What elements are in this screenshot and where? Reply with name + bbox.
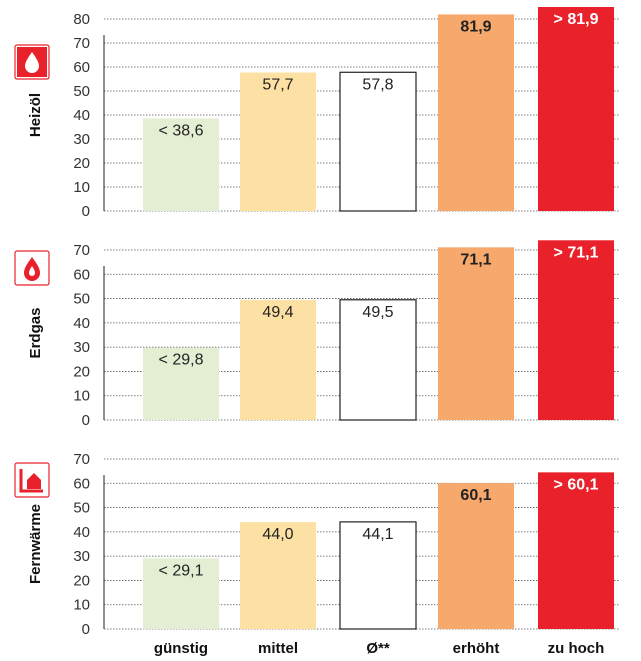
y-tick-label: 60 (73, 475, 90, 492)
y-tick-label: 0 (82, 621, 90, 638)
y-tick-label: 30 (73, 548, 90, 565)
y-tick-label: 10 (73, 597, 90, 614)
y-tick-label: 10 (73, 388, 90, 405)
x-category-label: Ø** (366, 640, 390, 657)
bar (240, 300, 316, 420)
chart-panel-1: 0 10 20 30 40 50 60 70 < 29,8 49,4 49,5 71,1 > 71,1 E… (14, 240, 620, 429)
house-shape (27, 473, 41, 489)
y-tick-label: 70 (73, 451, 90, 468)
bar (143, 118, 219, 211)
bar-value-label: 44,0 (262, 526, 293, 543)
bar (538, 240, 614, 420)
bar-value-label: > 81,9 (554, 11, 599, 28)
bar (538, 472, 614, 629)
bar-value-label: 57,7 (262, 77, 293, 94)
y-tick-label: 50 (73, 83, 90, 100)
y-tick-label: 80 (73, 11, 90, 28)
y-tick-label: 70 (73, 35, 90, 52)
y-tick-label: 30 (73, 339, 90, 356)
bar-value-label: 44,1 (362, 526, 393, 543)
bar-value-label: < 29,8 (159, 352, 204, 369)
bar-value-label: 49,5 (362, 304, 393, 321)
flame-inner (29, 266, 35, 276)
y-tick-label: 0 (82, 412, 90, 429)
bar-value-label: 71,1 (460, 251, 491, 268)
x-category-label: günstig (154, 640, 208, 657)
y-tick-label: 20 (73, 363, 90, 380)
y-tick-label: 40 (73, 524, 90, 541)
pipe-shape (19, 469, 43, 493)
bar (339, 521, 417, 630)
y-tick-label: 10 (73, 179, 90, 196)
bar (143, 558, 219, 629)
y-tick-label: 40 (73, 107, 90, 124)
row-label: Heizöl (27, 93, 44, 137)
y-tick-label: 30 (73, 131, 90, 148)
bar-value-label: 49,4 (262, 304, 293, 321)
y-tick-label: 40 (73, 315, 90, 332)
bar (438, 247, 514, 420)
y-tick-label: 60 (73, 266, 90, 283)
x-category-label: mittel (258, 640, 298, 657)
chart-panel-0: 0 10 20 30 40 50 60 70 80 < 38,6 57,7 57,8 81,9 > 81,… (14, 7, 620, 220)
chart-panel-2: 0 10 20 30 40 50 60 70 < 29,1 44,0 44,1 60,1 > 60,1 F… (14, 451, 620, 638)
y-tick-label: 50 (73, 500, 90, 517)
bar (538, 7, 614, 211)
oil-drop-icon (14, 44, 50, 80)
bar (339, 299, 417, 421)
x-category-label: erhöht (453, 640, 500, 657)
bar-value-label: 57,8 (362, 76, 393, 93)
bar-value-label: > 60,1 (554, 476, 599, 493)
bar-value-label: 60,1 (460, 487, 491, 504)
bar (339, 71, 417, 212)
bar-value-label: < 38,6 (159, 122, 204, 139)
y-tick-label: 0 (82, 203, 90, 220)
x-category-label: zu hoch (548, 640, 605, 657)
drop-shape (25, 52, 39, 73)
gas-flame-icon (14, 250, 50, 286)
y-tick-label: 60 (73, 59, 90, 76)
bar (438, 483, 514, 629)
bar-value-label: > 71,1 (554, 244, 599, 261)
bar (438, 14, 514, 211)
district-heating-icon (14, 462, 50, 498)
y-tick-label: 50 (73, 291, 90, 308)
bar (143, 347, 219, 420)
bar-value-label: 81,9 (460, 18, 491, 35)
row-label: Fernwärme (27, 504, 44, 584)
bar (240, 72, 316, 212)
y-tick-label: 20 (73, 155, 90, 172)
row-label: Erdgas (27, 308, 44, 359)
bar-value-label: < 29,1 (159, 562, 204, 579)
bar (240, 522, 316, 629)
y-tick-label: 20 (73, 572, 90, 589)
y-tick-label: 70 (73, 242, 90, 259)
